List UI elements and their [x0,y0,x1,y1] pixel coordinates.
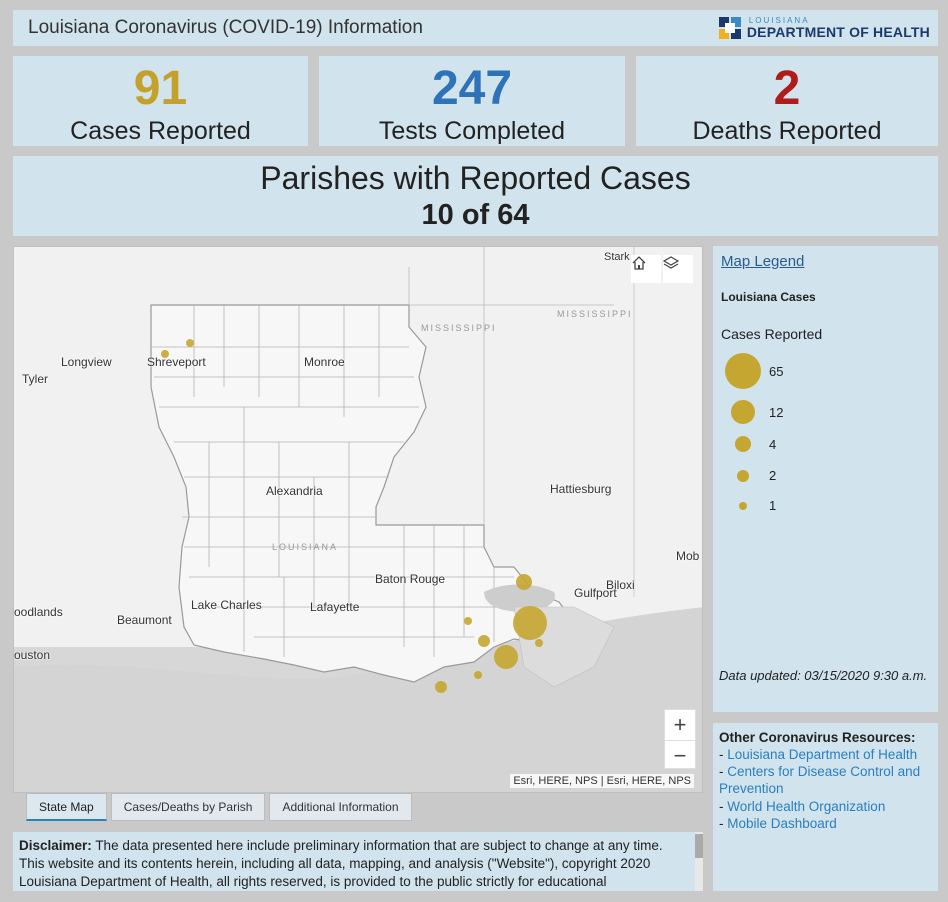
state-map[interactable]: Stark MISSISSIPPI MISSISSIPPI Longview T… [13,246,703,793]
map-label-mob: Mob [676,549,700,563]
resources-panel: Other Coronavirus Resources: - Louisiana… [713,723,938,891]
link-mobile-dashboard[interactable]: Mobile Dashboard [727,815,837,831]
disclaimer-panel[interactable]: Disclaimer: The data presented here incl… [13,832,703,891]
map-label-gulfport: Gulfport [574,586,617,600]
map-label-stark: Stark [604,251,630,263]
map-label-louisiana: LOUISIANA [272,542,339,552]
link-cdc[interactable]: Centers for Disease Control and Preventi… [719,764,921,797]
data-updated-text: Data updated: 03/15/2020 9:30 a.m. [719,668,928,683]
map-label-biloxi: Biloxi [606,578,635,592]
legend-value: 12 [769,404,784,420]
deaths-label: Deaths Reported [692,117,882,145]
cases-label: Cases Reported [70,117,251,145]
legend-value: 4 [769,436,777,452]
map-label-shreveport: Shreveport [147,355,206,369]
parishes-card: Parishes with Reported Cases 10 of 64 [13,156,938,236]
map-label-longview: Longview [61,355,112,369]
disclaimer-text: The data presented here include prelimin… [19,838,663,889]
header-bar: Louisiana Coronavirus (COVID-19) Informa… [13,10,938,46]
map-label-mississippi-1: MISSISSIPPI [421,323,497,333]
legend-circle-icon [735,436,751,452]
tab-additional-information[interactable]: Additional Information [269,793,412,821]
ldh-logo[interactable]: LOUISIANA DEPARTMENT OF HEALTH [717,15,930,41]
disclaimer-scrollbar[interactable] [695,832,703,891]
legend-circle-icon [739,501,747,510]
view-tabs: State Map Cases/Deaths by Parish Additio… [26,793,412,821]
legend-cases-label: Cases Reported [721,326,823,342]
map-label-monroe: Monroe [304,355,345,369]
zoom-out-button[interactable]: − [665,740,695,770]
legend-subtitle: Louisiana Cases [721,290,816,304]
deaths-value: 2 [773,62,801,115]
tests-card: 247 Tests Completed [319,56,625,146]
map-label-hattiesburg: Hattiesburg [550,482,612,496]
parishes-heading: Parishes with Reported Cases [260,160,691,196]
map-label-beaumont: Beaumont [117,613,172,627]
map-label-lafayette: Lafayette [310,600,360,614]
legend-item: 1 [723,498,776,513]
layers-icon[interactable] [663,255,693,283]
parishes-count: 10 of 64 [421,199,530,231]
legend-value: 65 [769,363,784,379]
map-label-lake-charles: Lake Charles [191,598,262,612]
tab-cases-deaths-by-parish[interactable]: Cases/Deaths by Parish [110,793,266,821]
map-label-tyler: Tyler [22,372,49,386]
legend-item: 12 [723,400,783,424]
cases-value: 91 [133,62,188,115]
page-title: Louisiana Coronavirus (COVID-19) Informa… [28,17,423,38]
tab-state-map[interactable]: State Map [26,793,107,821]
map-label-woodlands: oodlands [14,605,63,619]
legend-circle-icon [737,469,749,482]
link-who[interactable]: World Health Organization [727,798,886,814]
tests-value: 247 [431,62,513,115]
home-icon[interactable] [631,255,661,283]
map-canvas[interactable] [14,247,703,793]
legend-circle-icon [725,353,761,389]
legend-circle-icon [731,400,755,424]
map-label-baton-rouge: Baton Rouge [375,572,446,586]
map-attribution: Esri, HERE, NPS | Esri, HERE, NPS [510,774,694,788]
disclaimer-label: Disclaimer: [19,838,92,853]
link-ldh[interactable]: Louisiana Department of Health [727,747,918,763]
map-label-mississippi-2: MISSISSIPPI [557,309,633,319]
ldh-cross-icon [717,15,743,41]
legend-item: 4 [723,436,776,452]
tests-label: Tests Completed [378,117,566,145]
map-legend-panel: Map Legend Louisiana Cases Cases Reporte… [713,246,938,712]
map-label-alexandria: Alexandria [266,484,323,498]
logo-big-text: DEPARTMENT OF HEALTH [746,24,930,40]
deaths-card: 2 Deaths Reported [636,56,938,146]
legend-item: 65 [723,353,783,389]
zoom-in-button[interactable]: + [673,712,687,737]
zoom-control: + − [664,709,696,769]
map-label-houston: ouston [14,648,51,662]
legend-value: 1 [769,498,777,513]
logo-small-text: LOUISIANA [748,16,810,25]
map-legend-title[interactable]: Map Legend [721,253,805,270]
resources-heading: Other Coronavirus Resources: [719,730,916,745]
legend-item: 2 [723,468,776,483]
legend-value: 2 [769,468,777,483]
cases-card: 91 Cases Reported [13,56,308,146]
